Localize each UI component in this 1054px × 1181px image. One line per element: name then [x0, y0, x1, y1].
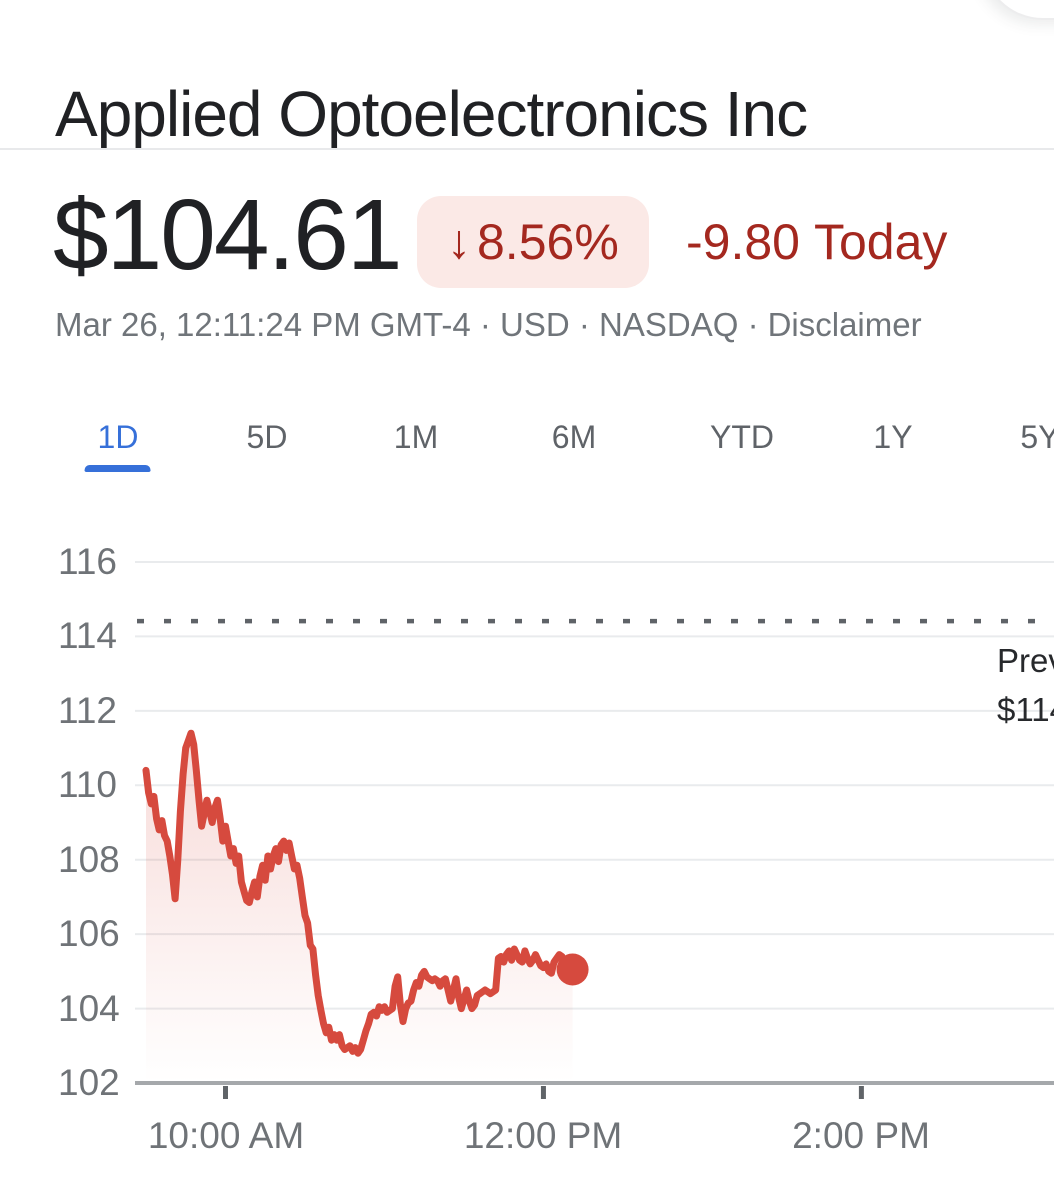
down-arrow-icon: ↓ [447, 215, 471, 269]
page-title: Applied Optoelectronics Inc [55, 77, 808, 150]
tab-6m[interactable]: 6M [551, 418, 597, 455]
change-percent-value: 8.56% [477, 214, 619, 270]
y-axis-label: 114 [58, 615, 117, 656]
change-amount-today: -9.80 Today [686, 196, 947, 288]
previous-close-text: Previous close [997, 642, 1054, 679]
tab-5d[interactable]: 5D [246, 418, 288, 455]
range-tabs: 1D 5D 1M 6M YTD 1Y 5Y [0, 402, 1054, 472]
x-axis-ticks [222, 1086, 864, 1099]
x-axis-label: 2:00 PM [792, 1115, 930, 1156]
change-amount: -9.80 [686, 214, 800, 270]
y-axis-label: 108 [58, 839, 120, 880]
tab-ytd[interactable]: YTD [710, 418, 774, 455]
previous-close-value: $114.41 [997, 691, 1054, 728]
last-price-dot [556, 953, 589, 986]
header-divider [0, 148, 1054, 150]
quote-timestamp-exchange: Mar 26, 12:11:24 PM GMT-4 · USD · NASDAQ… [55, 306, 759, 343]
y-axis-label: 106 [58, 913, 120, 954]
stock-price: $104.61 [53, 179, 402, 291]
y-axis-label: 102 [58, 1062, 120, 1103]
y-axis-label: 104 [58, 988, 120, 1029]
tab-1d[interactable]: 1D [85, 402, 151, 472]
y-axis-label: 112 [58, 690, 117, 731]
x-axis-label: 12:00 PM [463, 1115, 623, 1156]
x-axis-label: 10:00 AM [147, 1115, 305, 1156]
previous-close-label: Previous close $114.41 [997, 636, 1054, 734]
tab-1y[interactable]: 1Y [873, 418, 913, 455]
price-line [142, 729, 577, 1057]
change-percent-badge: ↓ 8.56% [417, 196, 649, 288]
tab-1m[interactable]: 1M [393, 418, 439, 455]
disclaimer-link[interactable]: Disclaimer [767, 306, 922, 343]
quote-meta: Mar 26, 12:11:24 PM GMT-4 · USD · NASDAQ… [55, 304, 922, 346]
y-axis-label: 110 [58, 764, 117, 805]
active-tab-underline [85, 465, 151, 472]
change-period: Today [813, 214, 948, 270]
tab-5y[interactable]: 5Y [1020, 418, 1054, 455]
y-axis-label: 116 [58, 541, 117, 582]
